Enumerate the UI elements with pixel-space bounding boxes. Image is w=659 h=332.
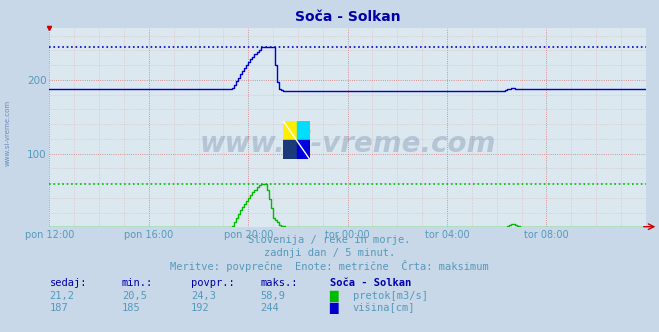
- Text: pretok[m3/s]: pretok[m3/s]: [353, 291, 428, 301]
- Text: Meritve: povprečne  Enote: metrične  Črta: maksimum: Meritve: povprečne Enote: metrične Črta:…: [170, 260, 489, 272]
- Text: min.:: min.:: [122, 278, 153, 288]
- Text: povpr.:: povpr.:: [191, 278, 235, 288]
- Text: zadnji dan / 5 minut.: zadnji dan / 5 minut.: [264, 248, 395, 258]
- Text: Slovenija / reke in morje.: Slovenija / reke in morje.: [248, 235, 411, 245]
- Bar: [283, 121, 297, 140]
- Text: █: █: [330, 290, 338, 302]
- Text: 21,2: 21,2: [49, 291, 74, 301]
- Title: Soča - Solkan: Soča - Solkan: [295, 10, 401, 24]
- Text: 24,3: 24,3: [191, 291, 216, 301]
- Text: 244: 244: [260, 303, 279, 313]
- Bar: [283, 140, 297, 159]
- Bar: [297, 140, 310, 159]
- Text: █: █: [330, 303, 338, 314]
- Text: 187: 187: [49, 303, 68, 313]
- Text: 185: 185: [122, 303, 140, 313]
- Text: www.si-vreme.com: www.si-vreme.com: [200, 130, 496, 158]
- Text: 20,5: 20,5: [122, 291, 147, 301]
- Text: 58,9: 58,9: [260, 291, 285, 301]
- Text: višina[cm]: višina[cm]: [353, 303, 415, 313]
- Text: maks.:: maks.:: [260, 278, 298, 288]
- Text: sedaj:: sedaj:: [49, 278, 87, 288]
- Text: Soča - Solkan: Soča - Solkan: [330, 278, 411, 288]
- Bar: [297, 121, 310, 140]
- Text: 192: 192: [191, 303, 210, 313]
- Text: www.si-vreme.com: www.si-vreme.com: [5, 100, 11, 166]
